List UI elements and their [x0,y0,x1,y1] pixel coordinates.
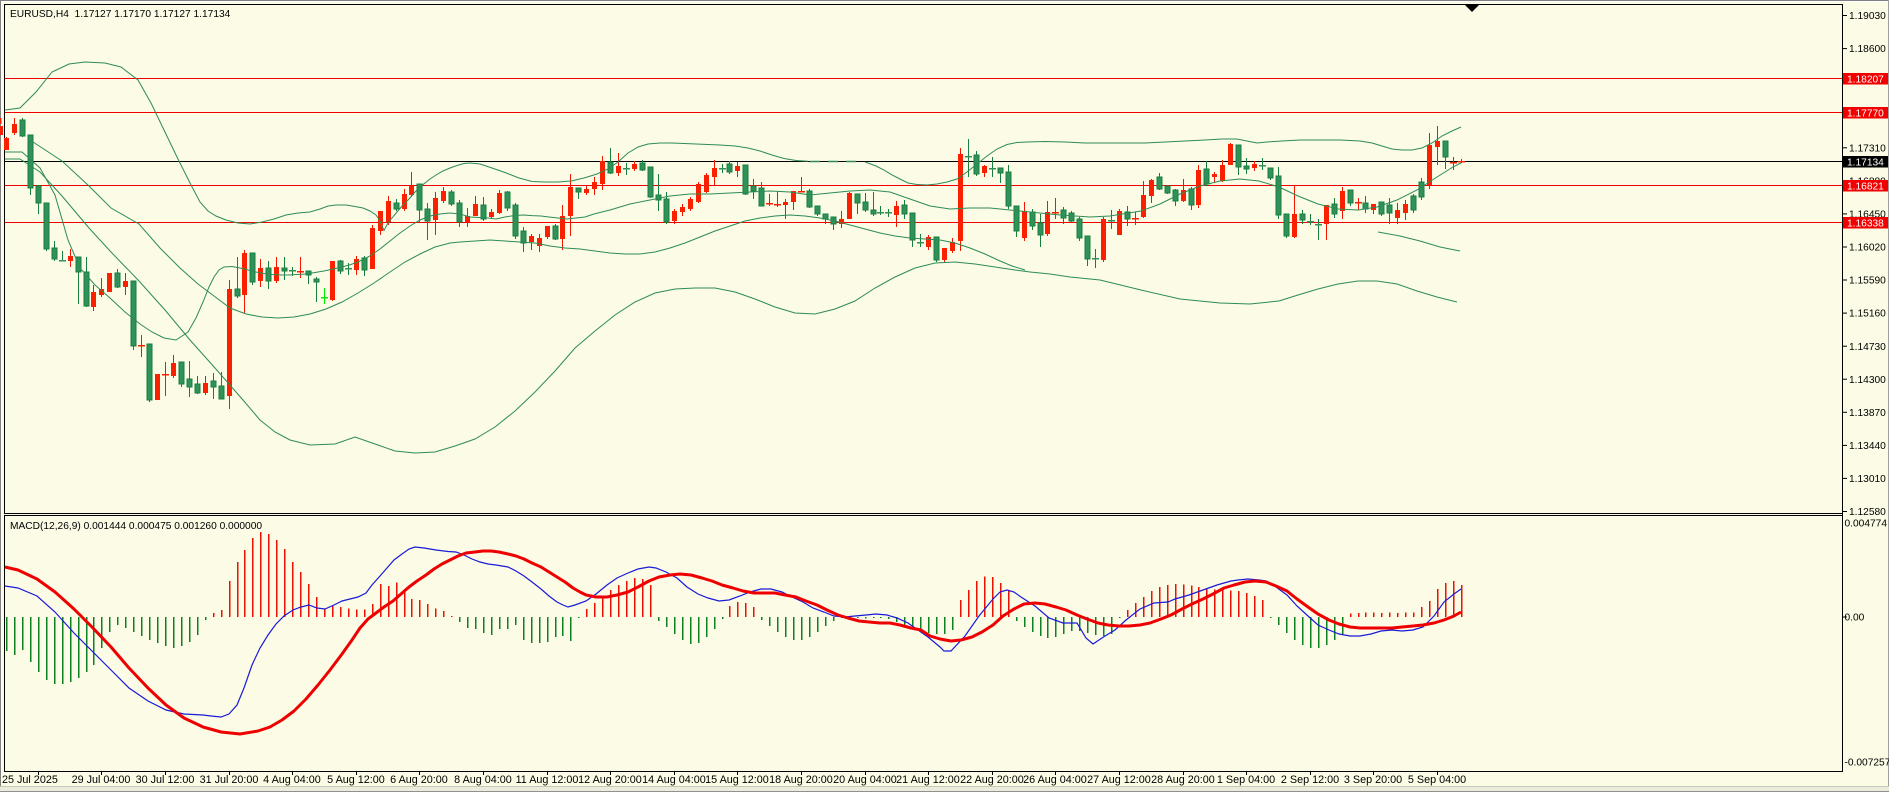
svg-text:1 Sep 04:00: 1 Sep 04:00 [1217,774,1275,786]
svg-text:1.19030: 1.19030 [1849,11,1886,22]
svg-text:18 Aug 20:00: 18 Aug 20:00 [769,774,833,786]
svg-text:MACD(12,26,9) 0.001444 0.00047: MACD(12,26,9) 0.001444 0.000475 0.001260… [10,521,262,532]
svg-text:1.16821: 1.16821 [1847,181,1884,192]
svg-text:20 Aug 04:00: 20 Aug 04:00 [833,774,897,786]
svg-text:14 Aug 04:00: 14 Aug 04:00 [642,774,706,786]
svg-text:28 Aug 20:00: 28 Aug 20:00 [1151,774,1215,786]
svg-text:1.18207: 1.18207 [1847,74,1884,85]
svg-text:0.00: 0.00 [1845,613,1865,624]
svg-text:1.16020: 1.16020 [1849,243,1886,254]
svg-text:27 Aug 12:00: 27 Aug 12:00 [1087,774,1151,786]
svg-text:2 Sep 12:00: 2 Sep 12:00 [1281,774,1339,786]
svg-text:1.13010: 1.13010 [1849,474,1886,485]
svg-text:11 Aug 12:00: 11 Aug 12:00 [516,774,579,786]
svg-text:21 Aug 12:00: 21 Aug 12:00 [896,774,960,786]
svg-text:0.004774: 0.004774 [1845,519,1888,530]
svg-text:5 Sep 04:00: 5 Sep 04:00 [1408,774,1466,786]
svg-text:EURUSD,H4 1.17127 1.17170 1.1: EURUSD,H4 1.17127 1.17170 1.17127 1.1713… [10,9,231,20]
svg-text:1.14730: 1.14730 [1849,342,1886,353]
svg-text:22 Aug 20:00: 22 Aug 20:00 [960,774,1024,786]
svg-text:31 Jul 20:00: 31 Jul 20:00 [200,774,259,786]
svg-text:8 Aug 04:00: 8 Aug 04:00 [454,774,512,786]
svg-text:29 Jul 04:00: 29 Jul 04:00 [72,774,131,786]
svg-text:4 Aug 04:00: 4 Aug 04:00 [263,774,321,786]
svg-text:1.17310: 1.17310 [1849,143,1886,154]
svg-text:3 Sep 20:00: 3 Sep 20:00 [1344,774,1402,786]
svg-text:1.15160: 1.15160 [1849,309,1886,320]
svg-text:1.17770: 1.17770 [1847,108,1884,119]
svg-text:30 Jul 12:00: 30 Jul 12:00 [136,774,195,786]
svg-text:1.16450: 1.16450 [1849,210,1886,221]
svg-text:1.13870: 1.13870 [1849,408,1886,419]
svg-text:1.14300: 1.14300 [1849,375,1886,386]
svg-text:1.15590: 1.15590 [1849,276,1886,287]
svg-text:15 Aug 12:00: 15 Aug 12:00 [705,774,769,786]
svg-text:5 Aug 12:00: 5 Aug 12:00 [327,774,385,786]
svg-text:26 Aug 04:00: 26 Aug 04:00 [1023,774,1087,786]
svg-text:25 Jul 2025: 25 Jul 2025 [2,774,58,786]
svg-text:1.17134: 1.17134 [1847,157,1884,168]
svg-text:6 Aug 20:00: 6 Aug 20:00 [390,774,448,786]
svg-text:1.12580: 1.12580 [1849,507,1886,518]
svg-text:-0.007257: -0.007257 [1845,758,1889,769]
svg-text:12 Aug 20:00: 12 Aug 20:00 [578,774,642,786]
svg-text:1.18600: 1.18600 [1849,44,1886,55]
svg-text:1.16338: 1.16338 [1847,218,1884,229]
svg-text:1.13440: 1.13440 [1849,441,1886,452]
